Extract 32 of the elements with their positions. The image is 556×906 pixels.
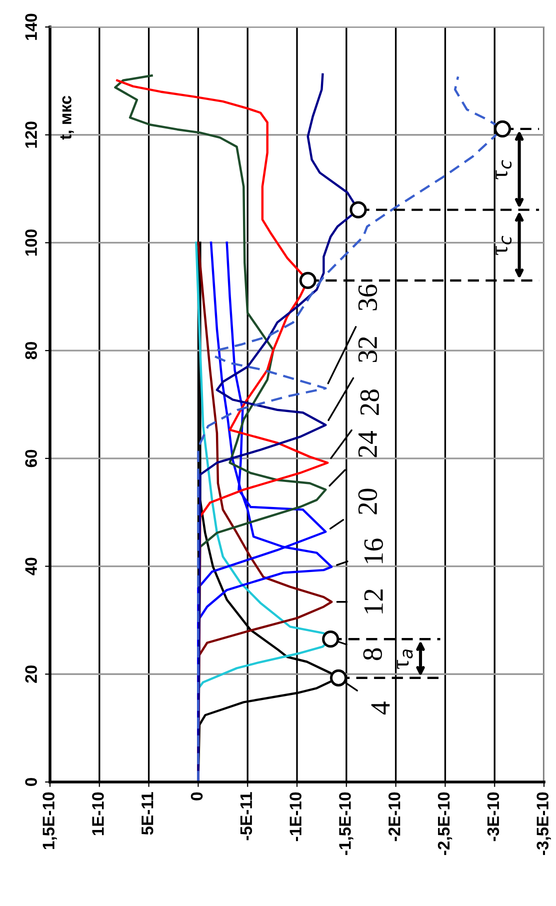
x-tick-label: 0 (190, 792, 203, 800)
x-tick-label: -1,5E-10 (339, 792, 354, 855)
annotation: 28 (360, 390, 380, 416)
x-tick-label: -3,5E-10 (536, 792, 551, 855)
y-tick-label: 100 (25, 229, 37, 256)
annotation: 12 (364, 590, 383, 614)
y-tick-label: 120 (25, 122, 37, 148)
annotation: 8 (363, 648, 382, 660)
annotation: τ$_{c}$ (496, 160, 512, 180)
annotation: 32 (358, 337, 378, 362)
x-tick-label: -1E-10 (290, 792, 302, 842)
x-tick-label: -5E-11 (240, 792, 252, 840)
annotation: τ$_{c}$ (496, 236, 512, 255)
y-tick-label: 140 (25, 14, 37, 40)
x-tick-label: 5E-11 (142, 792, 154, 835)
annotation: 24 (358, 430, 377, 458)
x-tick-label: -3E-10 (487, 792, 500, 842)
annotation: 36 (358, 284, 378, 310)
x-tick-label: 1,5E-10 (42, 792, 57, 850)
annotation: 20 (358, 488, 378, 514)
y-tick-label: 0 (25, 778, 37, 786)
y-tick-label: 40 (25, 558, 37, 576)
x-tick-label: -2,5E-10 (438, 792, 452, 855)
x-tick-label: -2E-10 (388, 792, 400, 842)
y-axis-title: t, мкс (60, 96, 74, 140)
annotation: 16 (364, 538, 383, 564)
annotation: 4 (371, 702, 390, 715)
y-tick-label: 60 (25, 450, 37, 468)
y-tick-label: 20 (25, 666, 37, 683)
annotation: τ$_{a}$ (396, 650, 413, 669)
y-tick-label: 80 (25, 342, 37, 360)
x-tick-label: 1E-10 (92, 792, 104, 836)
